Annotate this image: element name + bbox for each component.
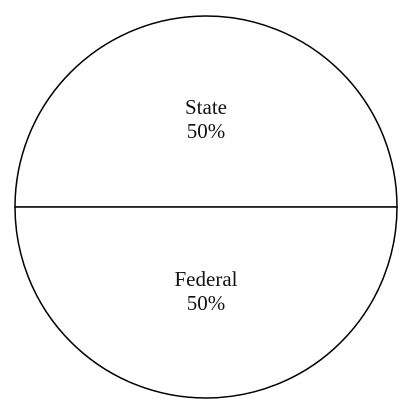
slice-value-label: 50% (187, 119, 226, 143)
slice-label: Federal (175, 267, 238, 291)
pie-slice (14, 15, 398, 208)
slice-label: State (185, 95, 227, 119)
pie-slice (14, 206, 398, 399)
slice-value-label: 50% (187, 291, 226, 315)
